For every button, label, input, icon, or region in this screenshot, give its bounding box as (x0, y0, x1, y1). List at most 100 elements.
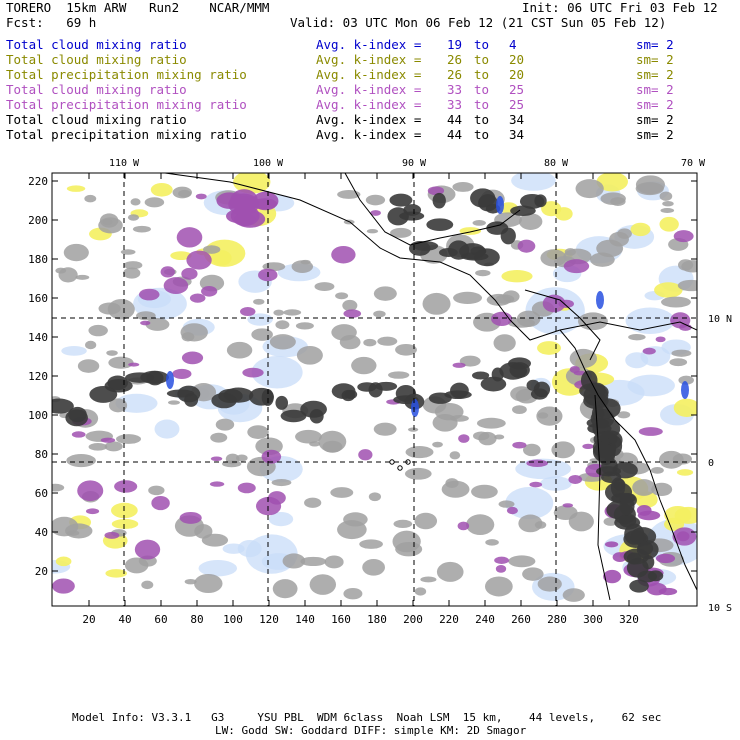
x-tick-label: 200 (403, 613, 423, 625)
x-tick-label: 280 (547, 613, 567, 625)
cloud-patch (512, 405, 527, 414)
cloud-patch (358, 449, 373, 461)
cloud-patch (537, 576, 562, 592)
cloud-patch (414, 587, 427, 596)
cloud-patch (655, 553, 676, 564)
model-info: Model Info: V3.3.1 G3 YSU PBL WDM 6class… (72, 711, 662, 724)
y-tick-label: 80 (35, 448, 48, 461)
coastline (164, 173, 561, 341)
kindex-to-word: to (474, 67, 490, 82)
cloud-patch (473, 431, 490, 441)
cloud-patch (295, 429, 322, 444)
cloud-patch (596, 291, 604, 309)
cloud-patch (630, 222, 651, 237)
cloud-patch (568, 474, 583, 485)
cloud-patch (99, 213, 119, 228)
kindex-label: Avg. k-index = (316, 127, 422, 142)
cloud-patch (512, 441, 527, 449)
cloud-patch (304, 497, 322, 508)
cloud-patch (475, 269, 491, 277)
cloud-patch (660, 207, 675, 213)
cloud-patch (673, 398, 697, 417)
cloud-patch (128, 362, 140, 367)
cloud-patch (300, 556, 327, 567)
cloud-patch (575, 179, 604, 199)
cloud-patch (414, 512, 438, 530)
galapagos-island (389, 459, 395, 465)
cloud-patch (184, 578, 197, 585)
cloud-patch (452, 181, 474, 192)
lat-label: 0 (708, 458, 714, 469)
galapagos-island (397, 465, 403, 471)
kindex-to-word: to (474, 97, 490, 112)
kindex-from: 26 (447, 52, 463, 67)
cloud-patch (448, 240, 470, 260)
cloud-patch (577, 312, 608, 331)
cloud-patch (612, 552, 628, 562)
coastline (344, 173, 521, 246)
cloud-patch (457, 521, 470, 531)
cloud-patch (534, 194, 547, 208)
cloud-patch (271, 479, 292, 487)
cloud-patch (562, 503, 574, 508)
cloud-patch (471, 371, 490, 380)
cloud-patch (342, 299, 358, 312)
field-name: Total cloud mixing ratio (6, 82, 187, 97)
cloud-patch (108, 398, 128, 413)
cloud-patch (65, 523, 93, 539)
cloud-patch (506, 506, 518, 515)
x-tick-label: 260 (511, 613, 531, 625)
coastline (594, 394, 611, 601)
y-tick-label: 120 (28, 370, 48, 383)
smoothing: sm= 2 (636, 127, 674, 142)
cloud-patch (529, 481, 543, 488)
cloud-patch (530, 388, 548, 400)
cloud-patch (63, 243, 89, 262)
cloud-patch (114, 480, 138, 493)
kindex-to-word: to (474, 52, 490, 67)
cloud-patch (590, 252, 615, 267)
cloud-patch (629, 579, 649, 593)
cloud-patch (261, 449, 282, 464)
x-tick-label: 40 (118, 613, 131, 625)
cloud-patch (392, 530, 421, 553)
kindex-label: Avg. k-index = (316, 67, 422, 82)
cloud-patch (52, 578, 75, 594)
cloud-patch (609, 231, 629, 247)
x-tick-label: 240 (475, 613, 495, 625)
lon-label: 110 W (109, 158, 140, 169)
cloud-patch (104, 441, 123, 452)
cloud-patch (494, 556, 510, 564)
cloud-patch (55, 556, 72, 567)
kindex-label: Avg. k-index = (316, 112, 422, 127)
cloud-patch (637, 570, 657, 583)
cloud-patch (272, 579, 298, 599)
cloud-patch (252, 191, 279, 211)
cloud-patch (373, 286, 397, 301)
cloud-patch (368, 382, 383, 398)
kindex-from: 19 (447, 37, 463, 52)
cloud-patch (134, 539, 161, 560)
cloud-patch (496, 196, 504, 214)
cloud-patch (603, 569, 622, 584)
cloud-patch (651, 482, 673, 497)
cloud-patch (104, 531, 120, 539)
cloud-patch (184, 393, 199, 407)
cloud-patch (681, 381, 689, 399)
cloud-patch (228, 193, 260, 216)
cloud-patch (526, 459, 548, 468)
valid-time: Valid: 03 UTC Mon 06 Feb 12 (21 CST Sun … (290, 15, 667, 30)
cloud-patch (395, 343, 417, 356)
y-tick-label: 220 (28, 175, 48, 188)
x-tick-label: 320 (619, 613, 639, 625)
y-tick-label: 180 (28, 253, 48, 266)
cloud-patch (247, 313, 273, 326)
cloud-patch (211, 250, 232, 266)
cloud-patch (65, 409, 88, 427)
cloud-patch (632, 479, 656, 496)
cloud-patch (314, 282, 335, 291)
cloud-patch (77, 480, 104, 502)
kindex-to: 25 (509, 82, 525, 97)
cloud-patch (176, 227, 203, 248)
cloud-patch (604, 541, 619, 548)
